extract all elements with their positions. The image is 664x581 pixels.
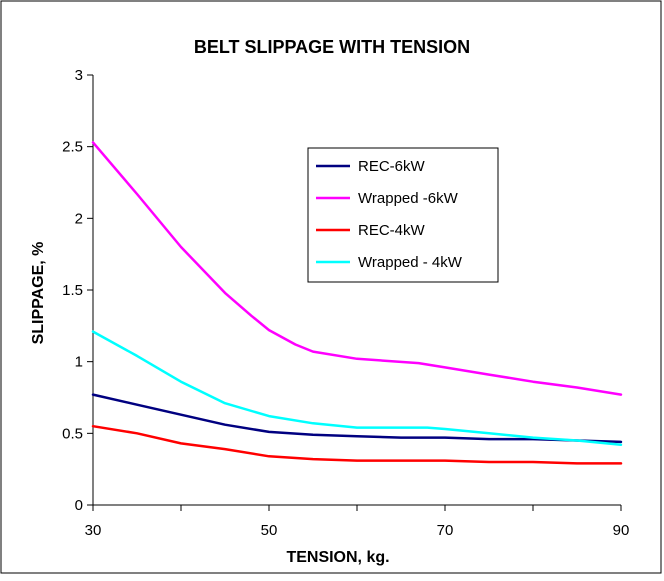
legend-box [307, 147, 499, 283]
x-axis-ticks: 30 50 70 90 [85, 505, 630, 539]
x-axis-label: TENSION, kg. [286, 549, 389, 566]
y-tick-label: 0 [75, 497, 83, 514]
x-tick-label: 50 [261, 522, 278, 539]
y-tick-label: 0.5 [62, 425, 83, 442]
legend-label: Wrapped -6kW [358, 190, 459, 207]
y-tick-label: 2 [75, 210, 83, 227]
x-tick-label: 90 [613, 522, 630, 539]
series-line-1 [91, 393, 623, 444]
series-line-4 [91, 330, 623, 447]
x-tick-label: 70 [437, 522, 454, 539]
y-axis-ticks: 0 0.5 1 1.5 2 2.5 3 [62, 67, 93, 514]
legend: REC-6kW Wrapped -6kW REC-4kW Wrapped - 4kW [307, 147, 499, 283]
series-lines [91, 141, 623, 465]
legend-label: REC-6kW [358, 158, 426, 175]
y-axis-label: SLIPPAGE, % [30, 242, 47, 345]
series-line-3 [91, 424, 623, 465]
legend-label: Wrapped - 4kW [358, 254, 463, 271]
legend-label: REC-4kW [358, 222, 426, 239]
y-tick-label: 2.5 [62, 139, 83, 156]
y-tick-label: 3 [75, 67, 83, 84]
series-line-2 [91, 141, 623, 396]
chart-title: BELT SLIPPAGE WITH TENSION [194, 37, 470, 57]
x-tick-label: 30 [85, 522, 102, 539]
y-tick-label: 1.5 [62, 282, 83, 299]
y-tick-label: 1 [75, 354, 83, 371]
